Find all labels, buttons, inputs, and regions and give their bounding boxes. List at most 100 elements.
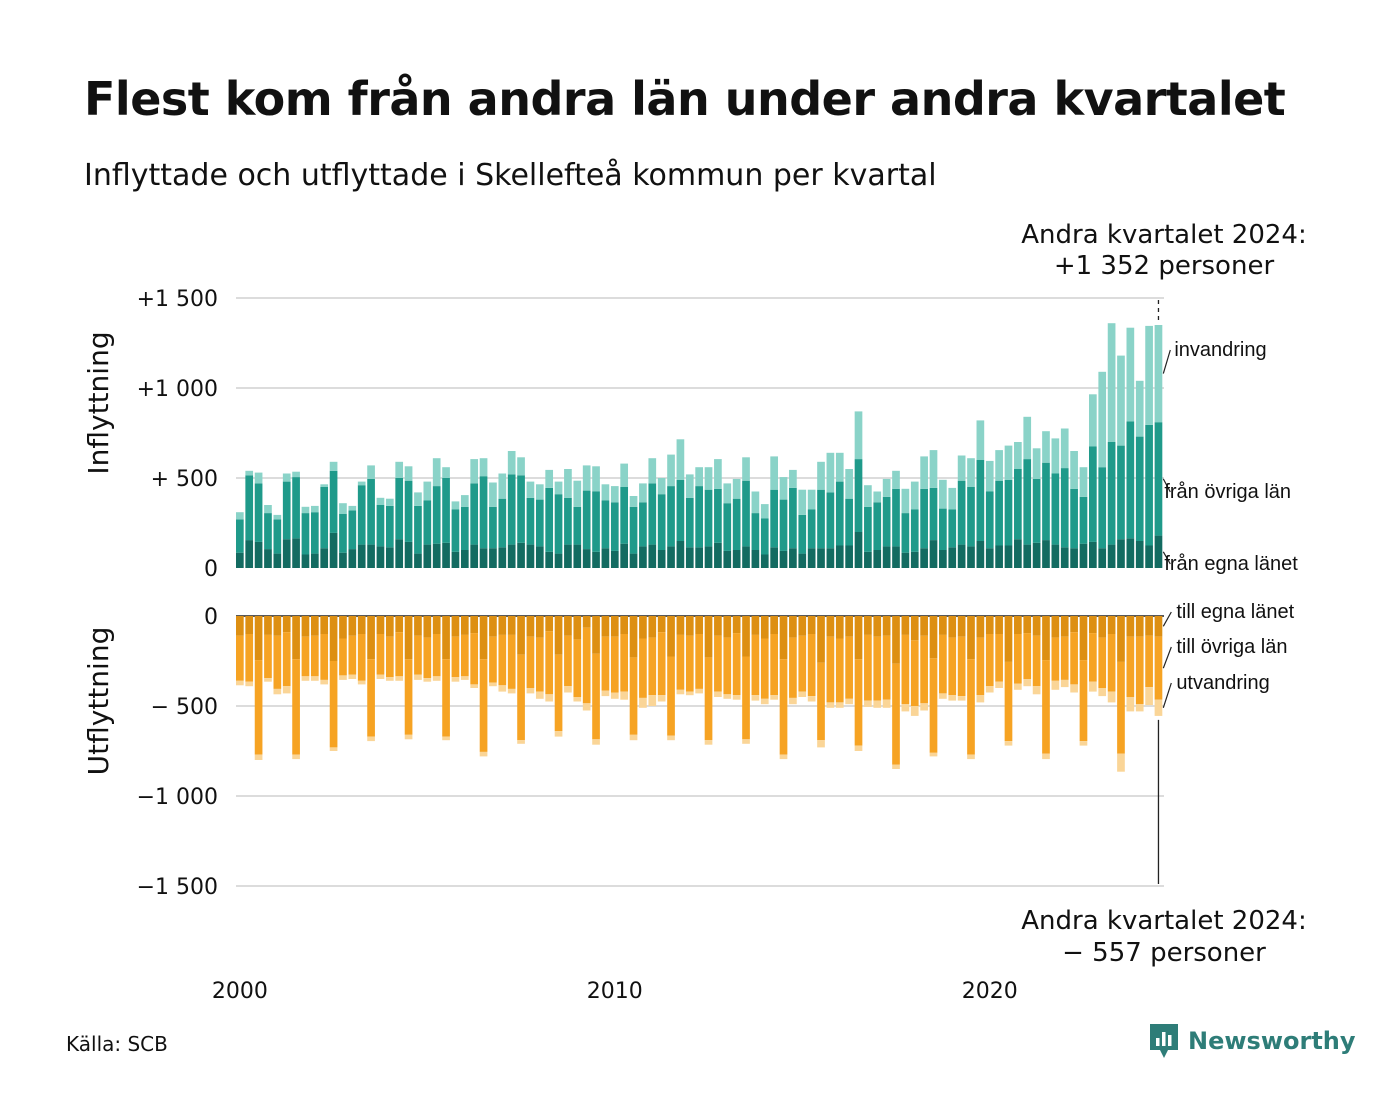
bar-in-2-1: [245, 470, 254, 476]
bar-out-0-94: [1117, 616, 1125, 662]
bar-in-1-76: [948, 509, 957, 548]
bar-in-0-44: [648, 544, 657, 568]
bar-in-1-79: [976, 460, 985, 541]
bar-out-2-92: [1098, 688, 1107, 697]
bar-out-1-32: [535, 637, 544, 692]
bar-in-0-28: [498, 547, 507, 568]
bar-out-0-58: [779, 616, 788, 660]
bar-out-1-91: [1089, 633, 1097, 682]
bar-in-0-40: [610, 550, 619, 568]
bar-in-1-83: [1014, 469, 1022, 540]
y-axis-title-inflow: Inflyttning: [82, 331, 115, 474]
bar-out-0-6: [292, 616, 300, 660]
bar-in-1-39: [601, 500, 610, 549]
bar-in-1-26: [479, 476, 488, 549]
bar-out-0-65: [845, 616, 853, 637]
bar-in-2-20: [423, 481, 432, 501]
bar-in-0-57: [770, 547, 778, 568]
bar-out-2-53: [732, 695, 741, 700]
bar-out-2-98: [1154, 699, 1163, 716]
bar-out-1-50: [704, 657, 713, 741]
bar-in-0-83: [1014, 539, 1022, 568]
bar-in-0-32: [535, 546, 544, 568]
bar-out-1-44: [648, 637, 657, 696]
bar-in-1-30: [517, 475, 525, 543]
bar-out-1-89: [1070, 632, 1078, 685]
bar-in-2-98: [1154, 325, 1163, 423]
bar-in-1-20: [423, 500, 432, 545]
bar-in-1-43: [639, 502, 647, 547]
bar-in-2-87: [1051, 438, 1060, 474]
bar-in-2-13: [357, 481, 366, 486]
bar-in-1-68: [873, 502, 882, 550]
y-tick-label-in-2: +1 000: [137, 377, 218, 402]
y-tick-label-out-1: − 500: [151, 695, 218, 720]
bar-in-2-74: [929, 450, 938, 488]
bar-in-0-78: [967, 546, 975, 568]
bar-out-2-59: [789, 697, 797, 705]
bar-out-2-77: [957, 696, 966, 701]
bar-in-1-16: [385, 505, 394, 548]
bar-in-0-4: [273, 553, 282, 568]
bar-out-0-60: [798, 616, 807, 636]
bar-in-0-95: [1126, 538, 1135, 568]
bar-in-2-45: [657, 478, 666, 495]
bar-in-2-34: [554, 481, 563, 495]
bar-out-1-66: [854, 659, 863, 746]
bar-out-0-84: [1023, 616, 1032, 634]
bar-out-2-68: [873, 700, 882, 708]
bar-out-2-90: [1079, 741, 1088, 746]
bar-out-0-86: [1042, 616, 1050, 661]
bar-in-0-88: [1060, 547, 1069, 568]
bar-out-1-87: [1051, 637, 1060, 681]
series-label-out-2: utvandring: [1176, 672, 1269, 694]
bar-in-1-77: [957, 480, 966, 545]
bar-out-2-75: [939, 693, 947, 699]
bar-in-0-22: [442, 542, 450, 568]
bar-out-2-11: [339, 675, 347, 680]
bar-in-0-72: [910, 551, 919, 568]
bar-out-0-37: [582, 616, 591, 628]
bar-out-1-30: [517, 654, 525, 741]
bar-out-0-40: [610, 616, 619, 637]
bar-out-0-17: [395, 616, 404, 633]
bar-out-1-7: [301, 636, 310, 677]
bar-out-2-18: [404, 734, 413, 740]
bar-in-2-76: [948, 487, 957, 510]
bar-out-2-64: [835, 702, 844, 708]
bar-in-0-76: [948, 547, 957, 568]
bar-out-1-14: [367, 659, 375, 737]
bar-out-1-43: [639, 638, 647, 698]
bar-in-2-94: [1117, 355, 1125, 446]
x-tick-label-2: 2020: [962, 979, 1018, 1004]
bar-in-1-1: [245, 475, 254, 541]
bar-in-2-52: [723, 483, 732, 504]
bar-in-0-38: [592, 551, 600, 568]
bar-in-2-12: [348, 505, 357, 511]
bar-in-0-6: [292, 538, 300, 568]
bar-out-1-72: [910, 640, 919, 706]
bar-out-0-63: [826, 616, 835, 637]
bar-in-2-81: [995, 450, 1003, 481]
bar-in-2-91: [1089, 394, 1097, 447]
series-label-out-1: till övriga län: [1176, 636, 1287, 658]
bar-out-2-1: [245, 681, 254, 687]
inflow-bars: [236, 323, 1163, 568]
bar-out-0-7: [301, 616, 310, 637]
bar-in-2-83: [1014, 442, 1022, 469]
bar-in-1-55: [751, 513, 760, 550]
bar-in-0-33: [545, 551, 554, 568]
bar-out-0-56: [760, 616, 769, 639]
bar-in-0-96: [1135, 541, 1144, 568]
leader-in-0: [1162, 551, 1171, 565]
series-label-in-1: från övriga län: [1164, 481, 1291, 503]
bar-in-0-1: [245, 540, 254, 568]
bar-out-2-84: [1023, 679, 1032, 687]
bar-out-2-49: [695, 688, 703, 694]
bar-in-0-53: [732, 550, 741, 568]
bar-in-1-22: [442, 478, 450, 543]
bar-out-0-41: [620, 616, 629, 634]
bar-in-2-93: [1107, 323, 1116, 442]
bar-out-0-55: [751, 616, 760, 635]
bar-in-2-25: [470, 459, 479, 484]
